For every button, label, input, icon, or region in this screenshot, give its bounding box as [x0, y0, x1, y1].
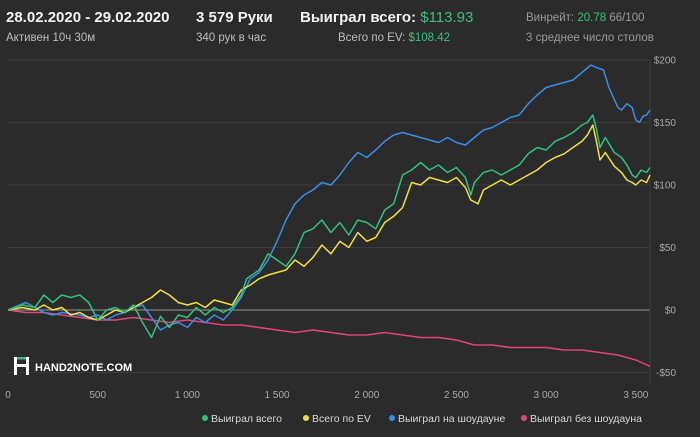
y-tick-label: $150 — [654, 118, 677, 129]
legend-label: Всего по EV — [312, 413, 371, 425]
series-line-3 — [7, 309, 651, 367]
hands-per-hour: 340 рук в час — [196, 32, 267, 44]
avg-tables: 3 среднее число столов — [526, 32, 654, 44]
won-total-value: $113.93 — [420, 9, 474, 26]
winrate-stat: Винрейт: 20.78 66/100 — [526, 12, 645, 24]
x-tick-label: 0 — [5, 390, 11, 401]
x-tick-label: 1 500 — [265, 390, 290, 401]
legend-item[interactable]: Всего по EV — [303, 413, 371, 425]
legend-swatch — [303, 415, 309, 421]
legend-item[interactable]: Выиграл всего — [202, 413, 282, 425]
x-tick-label: 2 000 — [354, 390, 379, 401]
legend: Выиграл всего Всего по EV Выиграл на шоуда… — [202, 413, 642, 425]
legend-swatch — [202, 415, 208, 421]
y-tick-label: $100 — [654, 181, 677, 192]
h-logo-icon — [14, 357, 29, 375]
series-line-2 — [7, 64, 651, 331]
winrate-value: 20.78 — [577, 12, 607, 24]
ev-total-stat: Всего по EV: $108.42 — [338, 32, 450, 44]
hand2note-logo: HAND2NOTE.COM — [14, 357, 132, 375]
date-range: 28.02.2020 - 29.02.2020 — [6, 9, 170, 26]
x-tick-label: 3 000 — [534, 390, 559, 401]
x-tick-label: 500 — [89, 390, 106, 401]
x-axis-ticks: 0 500 1 000 1 500 2 000 2 500 3 000 3 500 — [5, 390, 649, 401]
y-tick-label: $0 — [665, 306, 677, 317]
won-total-label: Выиграл всего: — [300, 9, 417, 26]
legend-item[interactable]: Выиграл без шоудауна — [521, 413, 642, 425]
y-tick-label: $50 — [659, 243, 676, 254]
legend-swatch — [521, 415, 527, 421]
grid — [8, 59, 651, 385]
logo-text: HAND2NOTE.COM — [35, 362, 132, 374]
ev-total-label: Всего по EV: — [338, 32, 406, 44]
series-line-0 — [7, 114, 651, 339]
summary-header: 28.02.2020 - 29.02.2020 Активен 10ч 30м … — [0, 0, 700, 52]
series-group — [7, 64, 651, 367]
series-line-1 — [7, 124, 651, 321]
winrate-label: Винрейт: — [526, 12, 575, 24]
profit-chart: -$50 $0 $50 $100 $150 $200 0 500 1 000 1 500 2 00… — [5, 56, 677, 426]
y-tick-label: -$50 — [656, 368, 676, 379]
legend-label: Выиграл без шоудауна — [530, 413, 642, 425]
x-tick-label: 1 000 — [175, 390, 200, 401]
hands-count: 3 579 Руки — [196, 9, 273, 26]
legend-item[interactable]: Выиграл на шоудауне — [389, 413, 505, 425]
legend-label: Выиграл на шоудауне — [398, 413, 505, 425]
ev-total-value: $108.42 — [408, 32, 451, 44]
active-time: Активен 10ч 30м — [6, 32, 96, 44]
winrate-suffix: 66/100 — [609, 12, 645, 24]
y-axis-ticks: -$50 $0 $50 $100 $150 $200 — [654, 56, 677, 380]
x-tick-label: 3 500 — [623, 390, 648, 401]
won-total-stat: Выиграл всего: $113.93 — [300, 9, 473, 26]
legend-label: Выиграл всего — [211, 413, 282, 425]
legend-swatch — [389, 415, 395, 421]
y-tick-label: $200 — [654, 56, 677, 67]
x-tick-label: 2 500 — [444, 390, 469, 401]
